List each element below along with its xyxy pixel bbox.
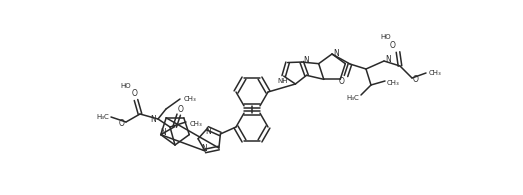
Text: CH₃: CH₃ [190, 121, 202, 127]
Text: CH₃: CH₃ [386, 80, 400, 86]
Text: O: O [339, 77, 345, 87]
Text: N: N [150, 115, 156, 124]
Text: HO: HO [381, 34, 391, 40]
Text: O: O [413, 75, 419, 84]
Text: N: N [333, 50, 339, 58]
Text: NH: NH [278, 78, 288, 84]
Text: N: N [303, 56, 309, 65]
Text: H₃C: H₃C [347, 95, 359, 101]
Text: O: O [132, 90, 138, 98]
Text: CH₃: CH₃ [184, 96, 196, 102]
Text: N: N [385, 56, 391, 65]
Text: CH₃: CH₃ [429, 70, 441, 76]
Text: O: O [178, 105, 184, 114]
Text: HO: HO [121, 83, 131, 89]
Text: O: O [390, 41, 396, 50]
Text: O: O [119, 119, 125, 128]
Text: N: N [160, 128, 166, 137]
Text: N: N [201, 144, 207, 153]
Text: N: N [206, 127, 211, 136]
Text: H₃C: H₃C [97, 114, 109, 120]
